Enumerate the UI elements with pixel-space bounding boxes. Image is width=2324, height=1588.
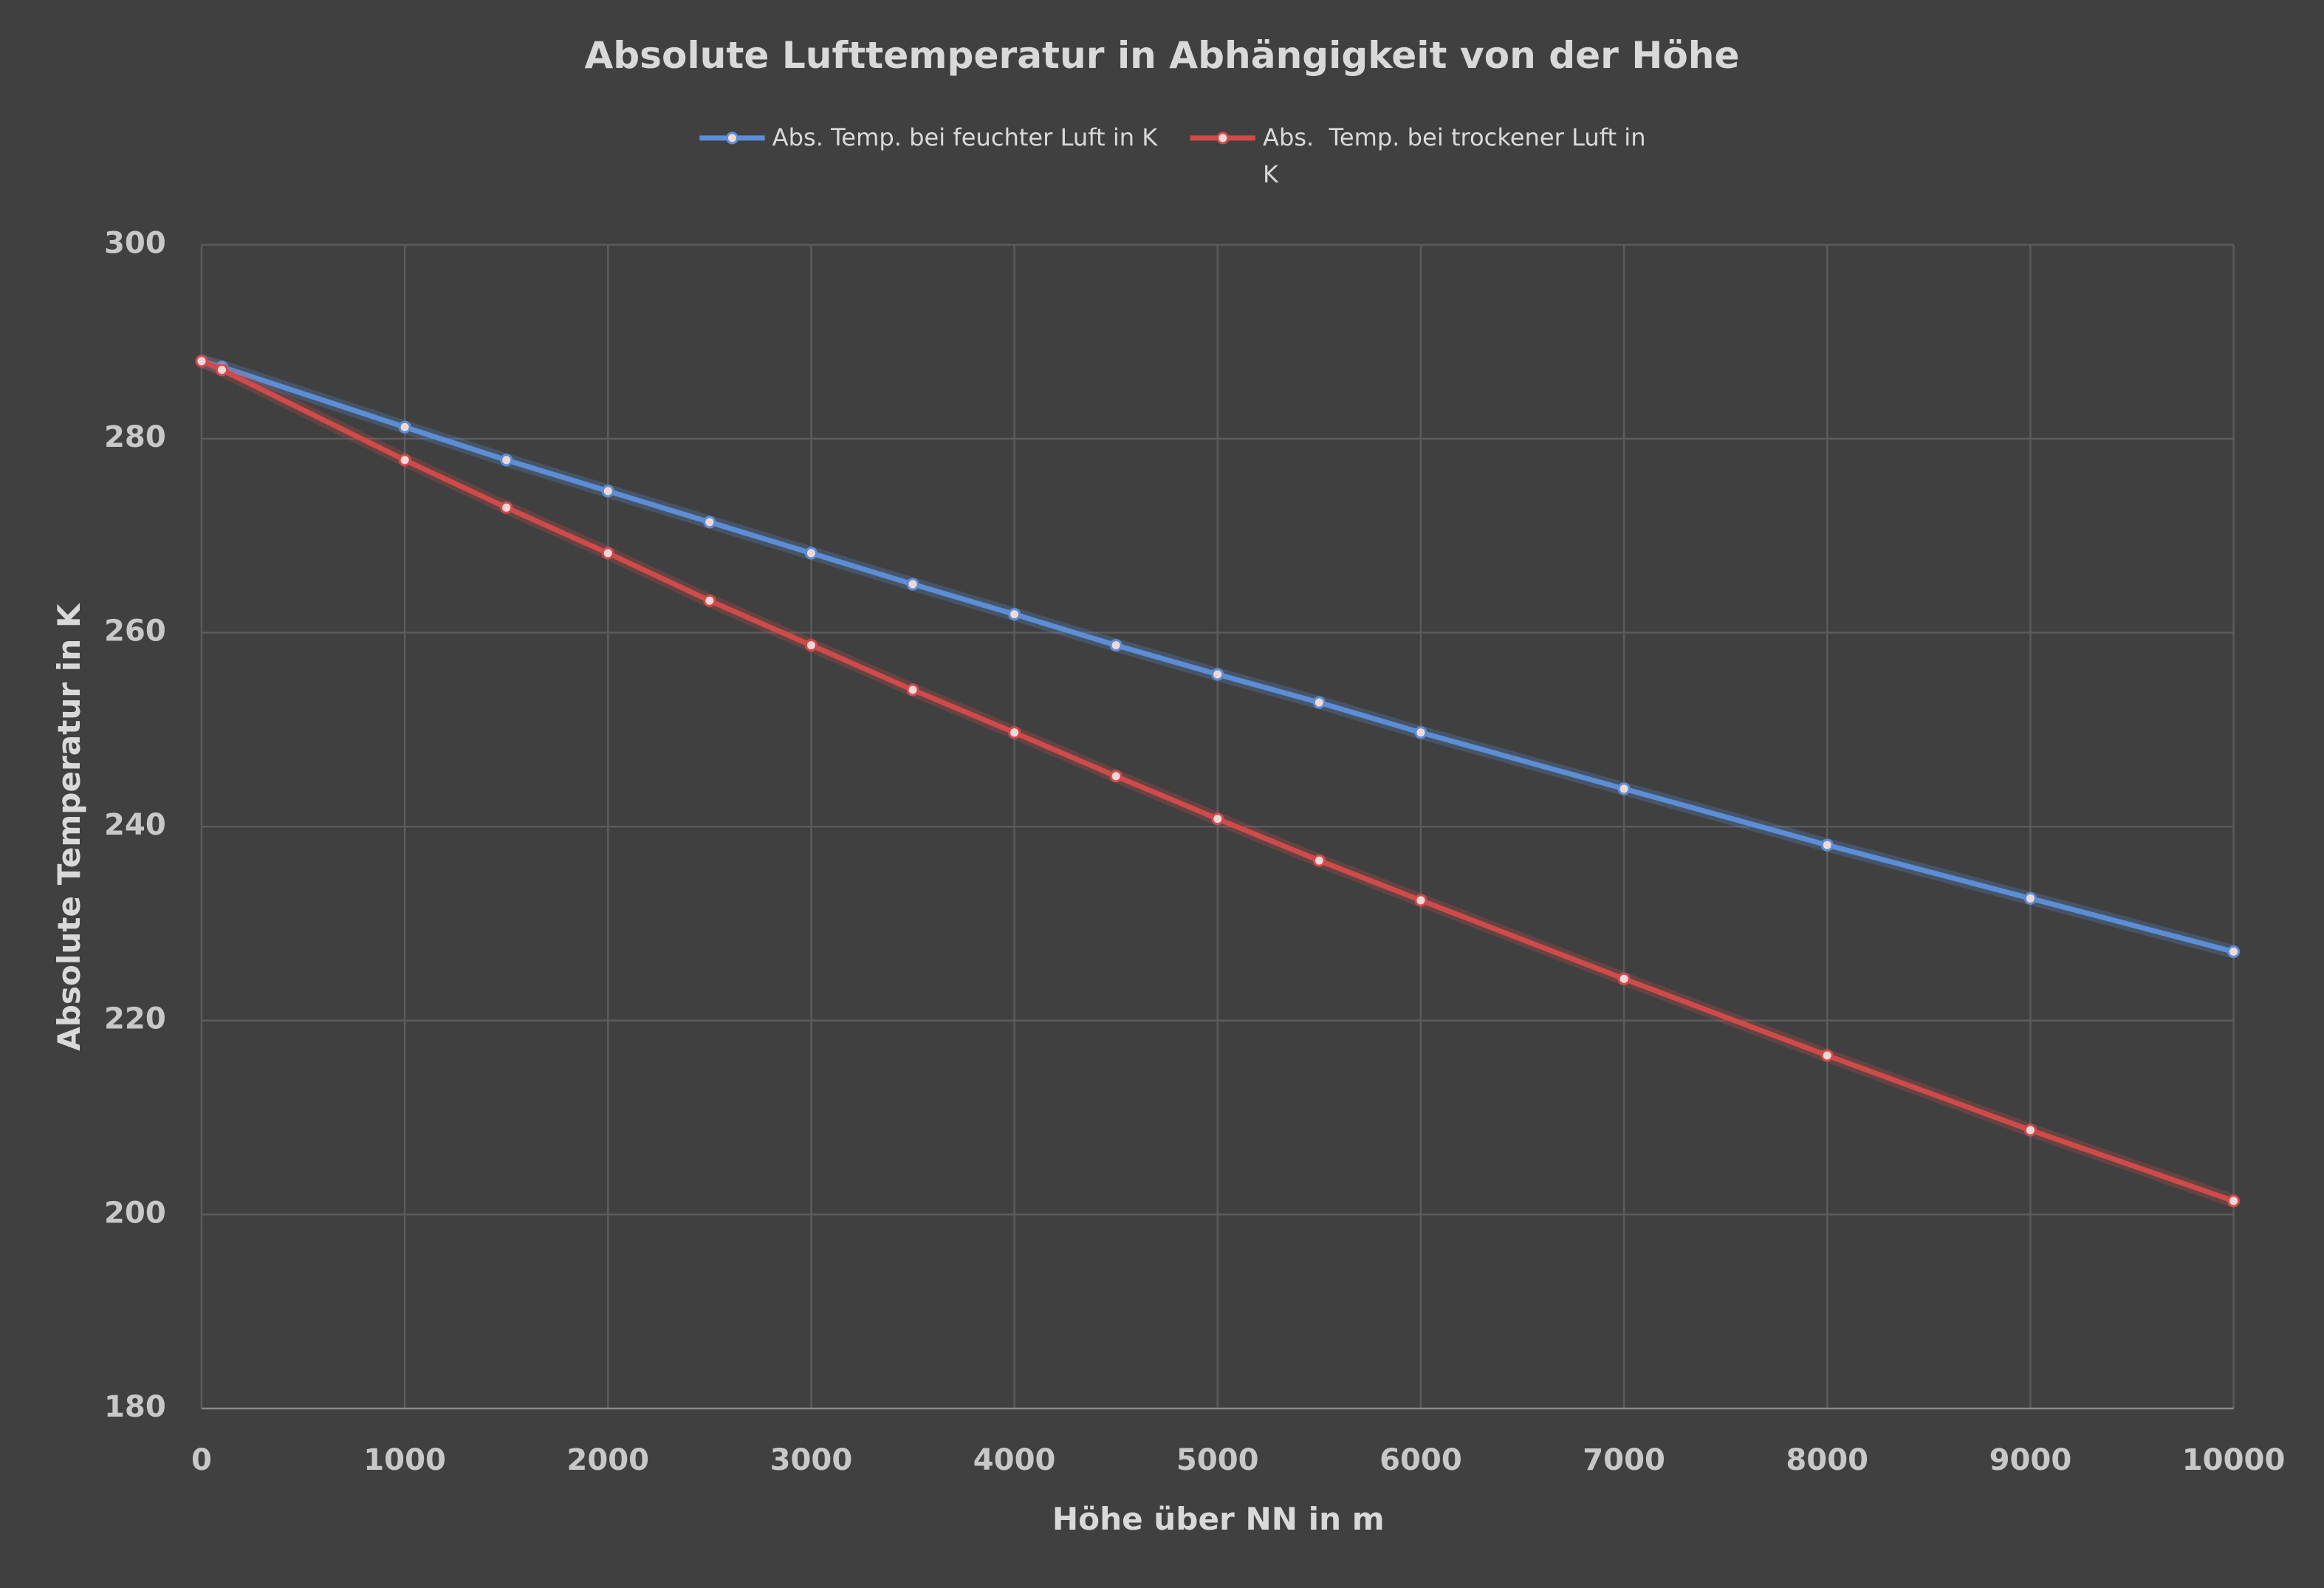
data-point [195,355,208,368]
y-axis-label: Absolute Temperatur in K [51,603,87,1051]
x-tick-label: 2000 [566,1443,649,1477]
data-point [601,547,614,560]
data-point [500,501,513,514]
chart-title: Absolute Lufttemperatur in Abhängigkeit … [584,33,1739,77]
x-tick-label: 6000 [1379,1443,1462,1477]
data-point [2227,945,2241,959]
data-point [1109,639,1122,652]
data-point [906,578,919,591]
y-tick-label: 260 [104,615,166,648]
data-point [398,420,411,434]
x-tick-label: 1000 [363,1443,446,1477]
y-tick-label: 180 [104,1390,166,1424]
legend-item: Abs. Temp. bei trockener Luft in K [1262,123,1646,189]
data-point [1008,608,1021,621]
legend-marker [725,131,738,145]
data-point [1617,782,1631,795]
legend-marker [1216,131,1230,145]
data-point [2023,1123,2037,1137]
y-tick-label: 280 [104,420,166,454]
data-point [398,454,411,467]
y-tick-label: 220 [104,1002,166,1036]
legend-label: Abs. Temp. bei trockener Luft in K [1262,123,1646,189]
legend-label: Abs. Temp. bei feuchter Luft in K [772,123,1158,151]
data-point [1008,726,1021,739]
data-point [1617,972,1631,985]
x-tick-label: 7000 [1583,1443,1665,1477]
x-tick-label: 8000 [1786,1443,1868,1477]
x-tick-label: 9000 [1989,1443,2072,1477]
data-point [2227,1194,2241,1208]
plot [195,355,2241,1208]
data-point [1211,668,1224,681]
data-point [1414,894,1427,907]
data-point [1211,812,1224,826]
legend: Abs. Temp. bei feuchter Luft in K Abs. Te… [699,123,1646,189]
data-point [804,547,817,560]
data-point [215,363,229,377]
x-tick-label: 10000 [2182,1443,2286,1477]
y-tick-label: 200 [104,1196,166,1230]
y-tick-label: 240 [104,808,166,842]
data-point [906,683,919,697]
x-tick-label: 3000 [770,1443,853,1477]
y-tick-label: 300 [104,226,166,260]
data-point [601,485,614,498]
x-tick-label: 0 [191,1443,212,1477]
legend-item: Abs. Temp. bei feuchter Luft in K [772,123,1158,151]
data-point [1820,1049,1834,1062]
data-point [500,454,513,467]
data-point [703,594,716,607]
data-point [1820,838,1834,852]
x-axis-label: Höhe über NN in m [1052,1501,1385,1537]
data-point [1109,770,1122,783]
x-tick-label: 4000 [973,1443,1056,1477]
data-point [804,639,817,652]
data-point [703,516,716,529]
data-point [1312,696,1326,709]
x-tick-label: 5000 [1176,1443,1259,1477]
data-point [1414,726,1427,739]
data-point [2023,891,2037,905]
data-point [1312,854,1326,867]
